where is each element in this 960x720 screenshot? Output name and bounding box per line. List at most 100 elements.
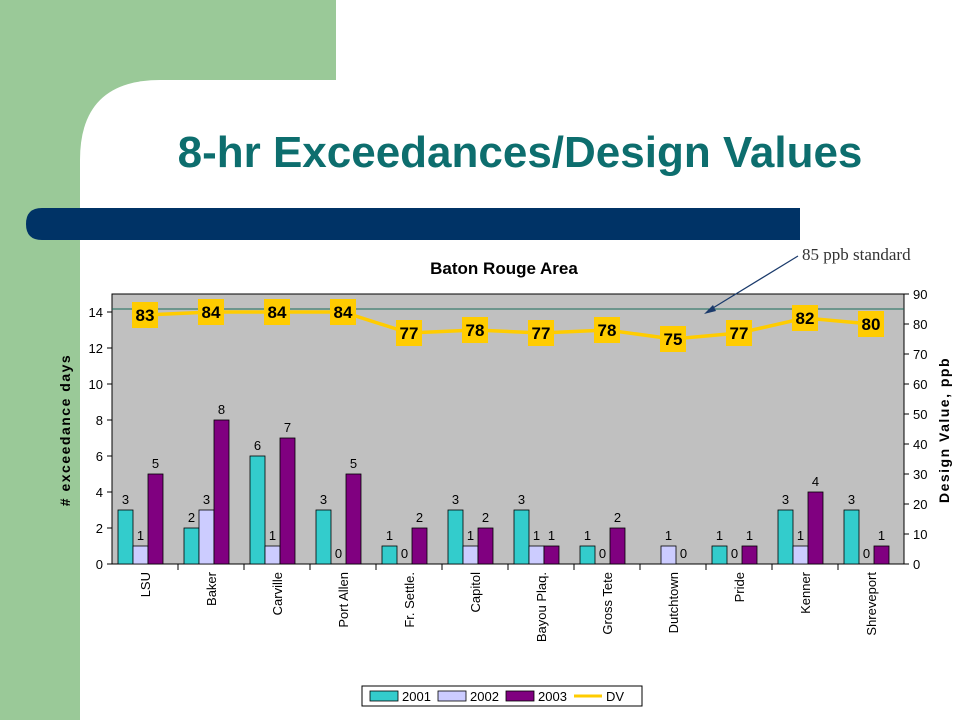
y-tick-label: 4 xyxy=(96,485,103,500)
y-axis-label: # exceedance days xyxy=(57,354,73,506)
bar-2003 xyxy=(873,545,890,565)
bar-label-2003: 5 xyxy=(152,456,159,471)
category-label: Kenner xyxy=(798,571,813,614)
bar-label-2001: 1 xyxy=(386,528,393,543)
legend-box xyxy=(361,685,643,707)
bar-label-2002: 0 xyxy=(599,546,606,561)
bar-2002 xyxy=(528,545,545,565)
bar-2001 xyxy=(183,527,200,565)
bar-label-2001: 3 xyxy=(452,492,459,507)
bar-2003 xyxy=(411,527,428,565)
dv-value-label: 84 xyxy=(202,303,221,322)
bar-2002 xyxy=(264,545,281,565)
y-tick-label: 8 xyxy=(96,413,103,428)
bar-label-2003: 7 xyxy=(284,420,291,435)
dv-value-label: 82 xyxy=(796,309,815,328)
legend-label-dv: DV xyxy=(606,689,624,704)
dv-marker xyxy=(330,299,356,325)
bar-2003 xyxy=(477,527,494,565)
dv-marker xyxy=(660,326,686,352)
bar-label-2002: 0 xyxy=(731,546,738,561)
bar-label-2001: 3 xyxy=(320,492,327,507)
y-tick-label: 12 xyxy=(89,341,103,356)
bar-label-2003: 5 xyxy=(350,456,357,471)
y2-tick-label: 80 xyxy=(913,317,927,332)
bar-2003 xyxy=(741,545,758,565)
bar-label-2002: 0 xyxy=(335,546,342,561)
bar-label-2003: 2 xyxy=(614,510,621,525)
bar-label-2001: 3 xyxy=(122,492,129,507)
bar-label-2001: 6 xyxy=(254,438,261,453)
bar-2001 xyxy=(513,509,530,565)
bar-2003 xyxy=(807,491,824,565)
bar-2003 xyxy=(279,437,296,565)
y2-tick-label: 70 xyxy=(913,347,927,362)
bar-label-2001: 1 xyxy=(716,528,723,543)
dv-value-label: 75 xyxy=(664,330,683,349)
plot-area xyxy=(111,293,905,565)
category-label: Port Allen xyxy=(336,572,351,628)
dv-marker xyxy=(528,320,554,346)
bar-label-2002: 3 xyxy=(203,492,210,507)
category-label: Fr. Settle. xyxy=(402,572,417,628)
bar-label-2002: 1 xyxy=(797,528,804,543)
bar-2001 xyxy=(777,509,794,565)
bar-label-2002: 1 xyxy=(533,528,540,543)
legend-label-2003: 2003 xyxy=(538,689,567,704)
bar-2003 xyxy=(147,473,164,565)
dv-marker xyxy=(462,317,488,343)
legend-label-2002: 2002 xyxy=(470,689,499,704)
category-label: Dutchtown xyxy=(666,572,681,633)
y-tick-label: 10 xyxy=(89,377,103,392)
bar-2002 xyxy=(462,545,479,565)
bar-label-2003: 0 xyxy=(680,546,687,561)
bar-label-2001: 2 xyxy=(188,510,195,525)
dv-marker xyxy=(792,305,818,331)
bar-2003 xyxy=(345,473,362,565)
dv-value-label: 84 xyxy=(334,303,353,322)
bar-2001 xyxy=(315,509,332,565)
bar-label-2002: 1 xyxy=(665,528,672,543)
bar-label-2003: 2 xyxy=(416,510,423,525)
y-tick-label: 2 xyxy=(96,521,103,536)
bar-2001 xyxy=(447,509,464,565)
bar-2002 xyxy=(198,509,215,565)
dv-marker xyxy=(132,302,158,328)
dv-value-label: 80 xyxy=(862,315,881,334)
dv-marker xyxy=(858,311,884,337)
bar-label-2001: 3 xyxy=(782,492,789,507)
slide-title: 8-hr Exceedances/Design Values xyxy=(177,128,863,177)
bar-label-2003: 1 xyxy=(746,528,753,543)
bar-2003 xyxy=(609,527,626,565)
bar-2001 xyxy=(117,509,134,565)
bar-2001 xyxy=(381,545,398,565)
dv-marker xyxy=(594,317,620,343)
bar-label-2002: 0 xyxy=(401,546,408,561)
category-label: Gross Tete xyxy=(600,572,615,635)
bar-label-2002: 0 xyxy=(863,546,870,561)
bar-label-2003: 8 xyxy=(218,402,225,417)
standard-annotation: 85 ppb standard xyxy=(802,245,911,264)
legend-swatch-2002 xyxy=(437,690,467,702)
dv-value-label: 77 xyxy=(532,324,551,343)
y-tick-label: 6 xyxy=(96,449,103,464)
bar-label-2002: 1 xyxy=(467,528,474,543)
category-label: Shreveport xyxy=(864,572,879,636)
category-label: Baker xyxy=(204,571,219,606)
y2-axis-label: Design Value, ppb xyxy=(936,357,952,503)
bar-2001 xyxy=(843,509,860,565)
dv-value-label: 77 xyxy=(400,324,419,343)
bar-label-2001: 3 xyxy=(518,492,525,507)
annotation-arrow-line xyxy=(707,255,799,312)
bar-2001 xyxy=(711,545,728,565)
bar-label-2002: 1 xyxy=(137,528,144,543)
dv-value-label: 84 xyxy=(268,303,287,322)
chart-title: Baton Rouge Area xyxy=(430,259,578,278)
bar-2002 xyxy=(132,545,149,565)
dv-value-label: 77 xyxy=(730,324,749,343)
y2-tick-label: 90 xyxy=(913,287,927,302)
y2-tick-label: 50 xyxy=(913,407,927,422)
dv-marker xyxy=(396,320,422,346)
bar-label-2003: 2 xyxy=(482,510,489,525)
bar-label-2001: 1 xyxy=(584,528,591,543)
